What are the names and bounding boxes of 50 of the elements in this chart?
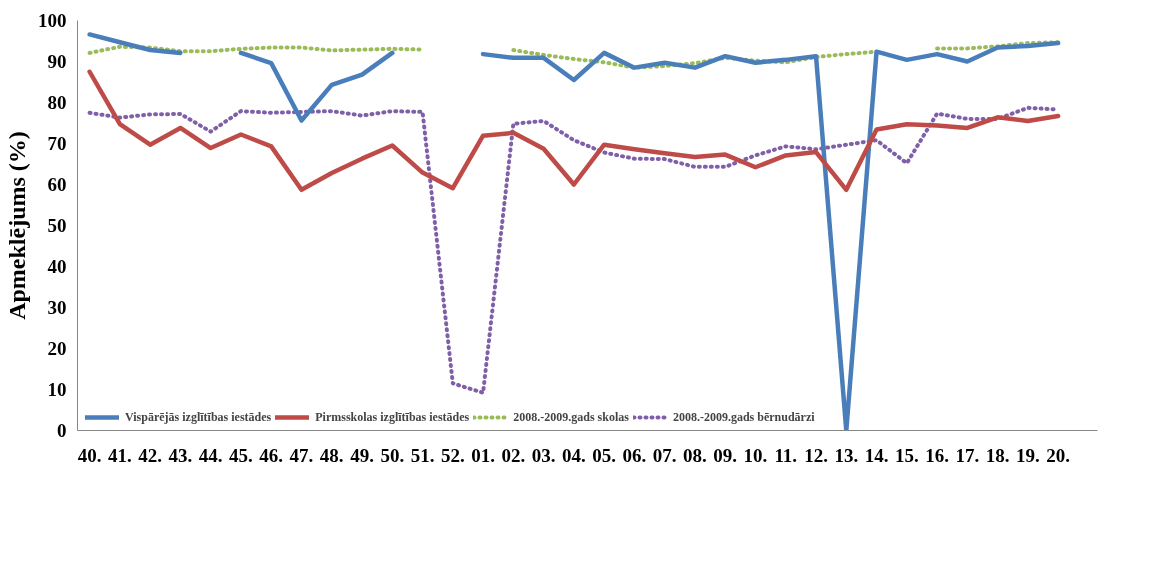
y-tick-label: 100 <box>38 10 67 31</box>
legend-label: 2008.-2009.gads bērnudārzi <box>672 409 815 425</box>
y-tick-label: 70 <box>47 133 67 154</box>
x-tick-label: 52. <box>440 444 465 466</box>
x-tick-label: 10. <box>743 444 768 466</box>
y-tick-label: 20 <box>47 338 67 359</box>
x-tick-label: 17. <box>955 444 980 466</box>
x-tick-label: 47. <box>289 444 314 466</box>
x-tick-label: 09. <box>713 444 738 466</box>
x-tick-label: 15. <box>894 444 919 466</box>
x-tick-label: 44. <box>198 444 223 466</box>
x-tick-label: 50. <box>380 444 405 466</box>
x-tick-label: 16. <box>925 444 949 466</box>
x-tick-label: 06. <box>622 444 647 466</box>
x-tick-label: 48. <box>319 444 344 466</box>
x-tick-label: 51. <box>410 444 435 466</box>
y-tick-label: 30 <box>47 297 67 318</box>
x-tick-label: 11. <box>774 444 798 466</box>
y-tick-label: 90 <box>47 51 67 72</box>
y-tick-label: 80 <box>47 92 67 113</box>
x-tick-label: 13. <box>834 444 859 466</box>
x-tick-label: 03. <box>531 444 556 466</box>
x-tick-label: 20. <box>1046 444 1071 466</box>
x-tick-label: 42. <box>138 444 163 466</box>
x-tick-label: 45. <box>229 444 253 466</box>
x-tick-label: 12. <box>804 444 828 466</box>
x-tick-label: 08. <box>683 444 707 466</box>
x-tick-label: 41. <box>108 444 132 466</box>
x-tick-label: 14. <box>864 444 889 466</box>
x-tick-label: 49. <box>350 444 374 466</box>
y-tick-label: 50 <box>47 215 67 236</box>
x-tick-label: 40. <box>77 444 102 466</box>
y-tick-label: 40 <box>47 256 67 277</box>
x-tick-label: 19. <box>1016 444 1040 466</box>
line-series <box>87 69 1061 193</box>
x-tick-label: 43. <box>168 444 193 466</box>
legend-label: Vispārējās izglītības iestādes <box>125 409 272 425</box>
y-tick-label: 0 <box>57 420 67 441</box>
y-tick-label: 60 <box>47 174 67 195</box>
x-tick-label: 02. <box>501 444 526 466</box>
legend-label: 2008.-2009.gads skolas <box>513 409 629 425</box>
x-tick-label: 05. <box>592 444 617 466</box>
x-tick-label: 18. <box>985 444 1010 466</box>
x-tick-label: 07. <box>652 444 677 466</box>
x-tick-label: 46. <box>259 444 284 466</box>
y-axis-title: Apmeklējums (%) <box>4 131 30 320</box>
x-tick-label: 01. <box>471 444 495 466</box>
x-tick-label: 04. <box>562 444 586 466</box>
legend-label: Pirmsskolas izglītības iestādes <box>315 409 470 425</box>
y-tick-label: 10 <box>47 379 67 400</box>
